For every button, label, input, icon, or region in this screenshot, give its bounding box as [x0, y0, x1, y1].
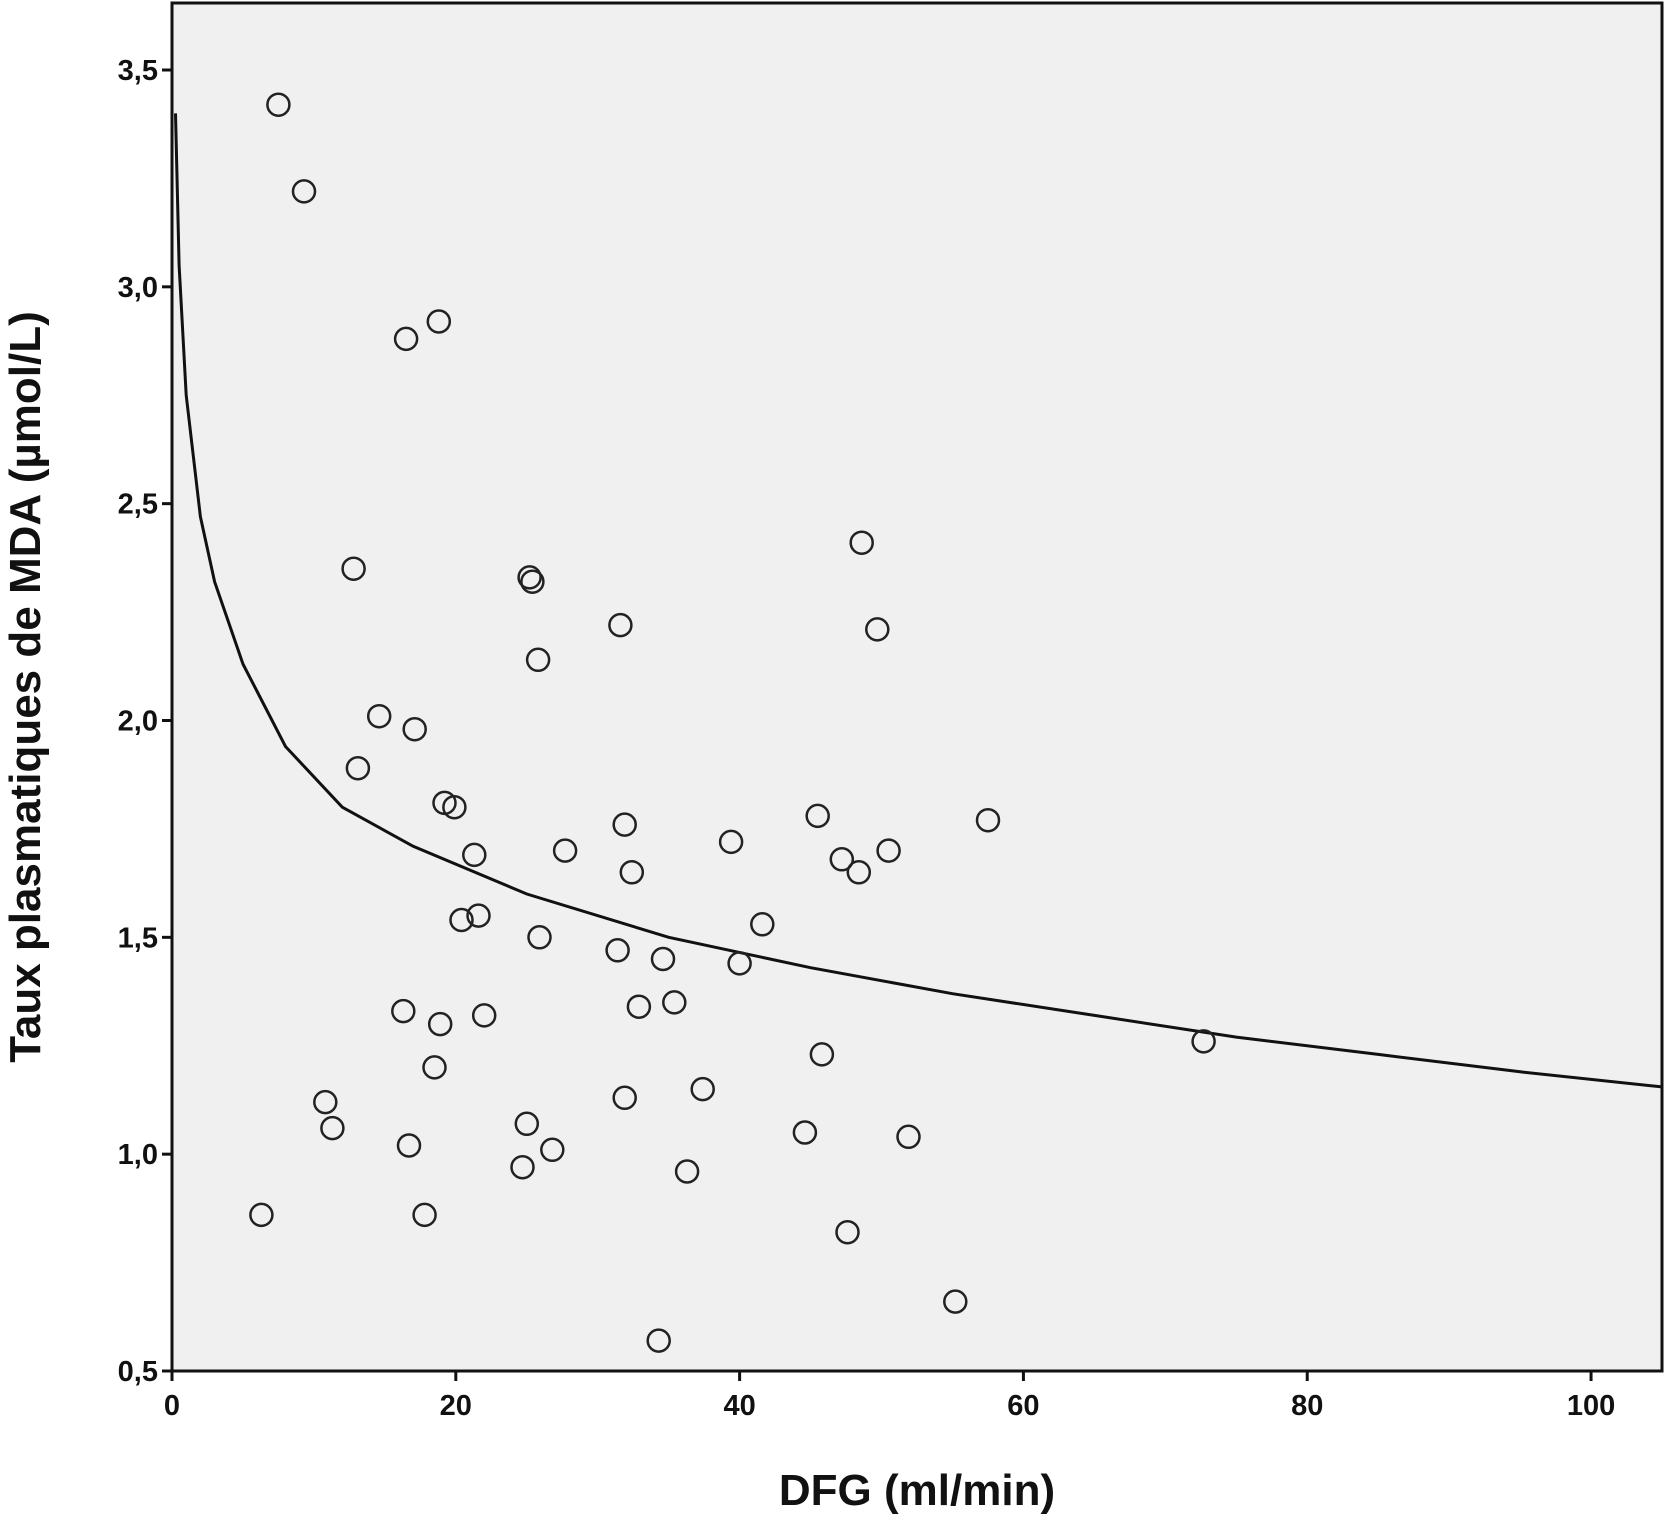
x-tick-label: 60: [1007, 1390, 1039, 1422]
x-tick-label: 80: [1291, 1390, 1323, 1422]
data-point: [449, 907, 474, 933]
data-point: [727, 951, 752, 976]
x-tick-label: 0: [164, 1390, 180, 1422]
data-point: [249, 1202, 274, 1228]
y-axis: 0,5 1,0 1,5 2,0 2,5 3,0 3,5: [118, 55, 172, 1388]
data-point: [517, 565, 542, 590]
data-point: [514, 1111, 540, 1137]
plot-area: [170, 1, 1664, 1373]
fit-curve: [174, 113, 1663, 1089]
data-point: [527, 925, 552, 950]
y-axis-title: Taux plasmatiques de MDA (µmol/L): [1, 311, 50, 1062]
data-point: [943, 1289, 968, 1314]
x-tick-label: 40: [723, 1390, 755, 1422]
data-point: [396, 1133, 422, 1158]
data-point: [876, 838, 901, 863]
data-point: [291, 179, 317, 204]
data-point: [422, 1055, 447, 1080]
data-point: [442, 794, 467, 820]
data-point: [525, 647, 551, 673]
x-tick-label: 20: [440, 1390, 472, 1422]
data-point: [619, 860, 645, 885]
data-point: [809, 1042, 835, 1067]
data-point: [462, 842, 487, 868]
y-tick-label: 1,0: [118, 1139, 158, 1171]
data-point: [829, 847, 855, 872]
data-point: [835, 1219, 860, 1245]
data-point: [626, 994, 652, 1019]
data-point: [605, 938, 630, 963]
data-point: [266, 92, 291, 117]
x-tick-label: 100: [1567, 1390, 1615, 1422]
data-point: [674, 1159, 700, 1184]
data-point: [402, 716, 427, 742]
data-point: [510, 1154, 535, 1180]
data-point: [792, 1120, 818, 1145]
data-point: [520, 569, 545, 594]
data-point: [608, 612, 633, 638]
data-point: [412, 1202, 437, 1228]
x-axis-title: DFG (ml/min): [779, 1466, 1055, 1515]
data-point: [313, 1089, 338, 1115]
y-tick-label: 0,5: [118, 1356, 158, 1388]
data-point: [427, 1011, 453, 1037]
x-axis: 0 20 40 60 80 100: [164, 1371, 1615, 1422]
y-tick-label: 2,0: [118, 706, 158, 738]
data-point: [849, 530, 874, 555]
data-point: [612, 812, 637, 837]
data-point: [718, 829, 744, 855]
data-point: [750, 912, 775, 937]
data-point: [975, 807, 1001, 833]
data-point: [345, 755, 371, 781]
y-tick-label: 2,5: [118, 489, 158, 521]
data-point: [366, 703, 392, 729]
data-point: [805, 803, 830, 829]
data-point: [320, 1115, 345, 1141]
data-point: [865, 617, 890, 642]
data-point: [426, 309, 452, 334]
data-point: [690, 1076, 715, 1102]
data-point: [896, 1124, 921, 1150]
data-point: [1191, 1029, 1216, 1054]
data-point: [552, 838, 578, 863]
data-point: [846, 860, 872, 885]
y-tick-label: 1,5: [118, 922, 158, 954]
y-tick-label: 3,0: [118, 272, 158, 304]
data-point: [391, 998, 416, 1024]
data-point: [612, 1085, 637, 1111]
data-point: [540, 1137, 565, 1163]
data-point: [471, 1003, 497, 1028]
data-point: [646, 1328, 671, 1353]
data-point: [662, 990, 687, 1015]
y-tick-label: 3,5: [118, 55, 158, 87]
data-point: [341, 556, 366, 581]
data-point: [393, 326, 419, 352]
data-point: [650, 946, 676, 972]
data-point: [466, 903, 491, 928]
